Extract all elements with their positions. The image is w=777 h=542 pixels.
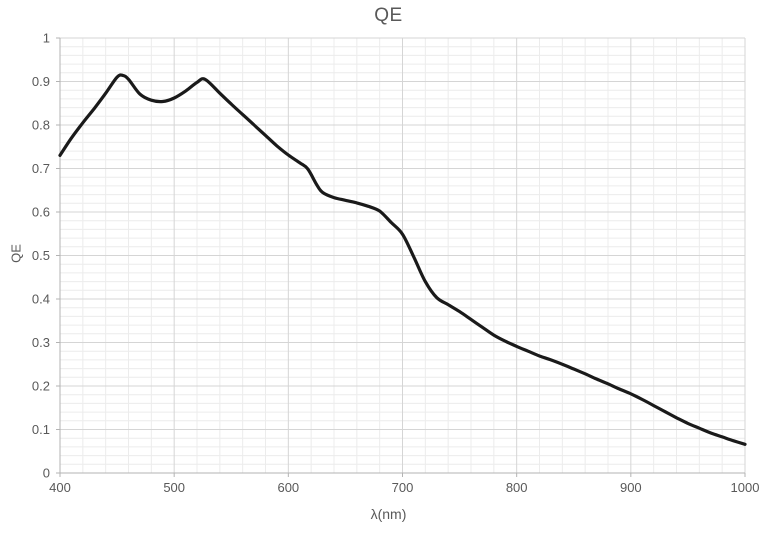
y-axis-title: QE — [8, 244, 24, 263]
x-tick-label: 500 — [163, 480, 185, 495]
y-tick-label: 0.5 — [32, 248, 50, 263]
series-QE — [58, 73, 747, 446]
x-tick-label: 400 — [49, 480, 71, 495]
y-tick-label: 0.2 — [32, 379, 50, 394]
y-tick-label: 0.1 — [32, 422, 50, 437]
y-tick-label: 0.7 — [32, 161, 50, 176]
axis-ticks — [56, 37, 746, 477]
x-tick-label: 900 — [620, 480, 642, 495]
x-tick-label: 1000 — [731, 480, 760, 495]
chart-title: QE — [374, 5, 403, 26]
x-tick-label: 700 — [392, 480, 414, 495]
y-tick-label: 0.6 — [32, 205, 50, 220]
y-tick-label: 1 — [43, 31, 50, 46]
x-tick-label: 600 — [277, 480, 299, 495]
y-tick-labels: 0 0.1 0.2 0.3 0.4 0.5 0.6 0.7 0.8 0.9 1 — [32, 31, 50, 481]
x-tick-labels: 400 500 600 700 800 900 1000 — [49, 480, 759, 495]
y-tick-label: 0.3 — [32, 335, 50, 350]
x-axis-title: λ(nm) — [370, 506, 407, 522]
x-tick-label: 800 — [506, 480, 528, 495]
y-tick-label: 0.8 — [32, 118, 50, 133]
major-gridlines — [60, 37, 746, 473]
qe-curve — [58, 73, 747, 446]
y-tick-label: 0.9 — [32, 74, 50, 89]
y-tick-label: 0.4 — [32, 292, 50, 307]
y-tick-label: 0 — [43, 466, 50, 481]
